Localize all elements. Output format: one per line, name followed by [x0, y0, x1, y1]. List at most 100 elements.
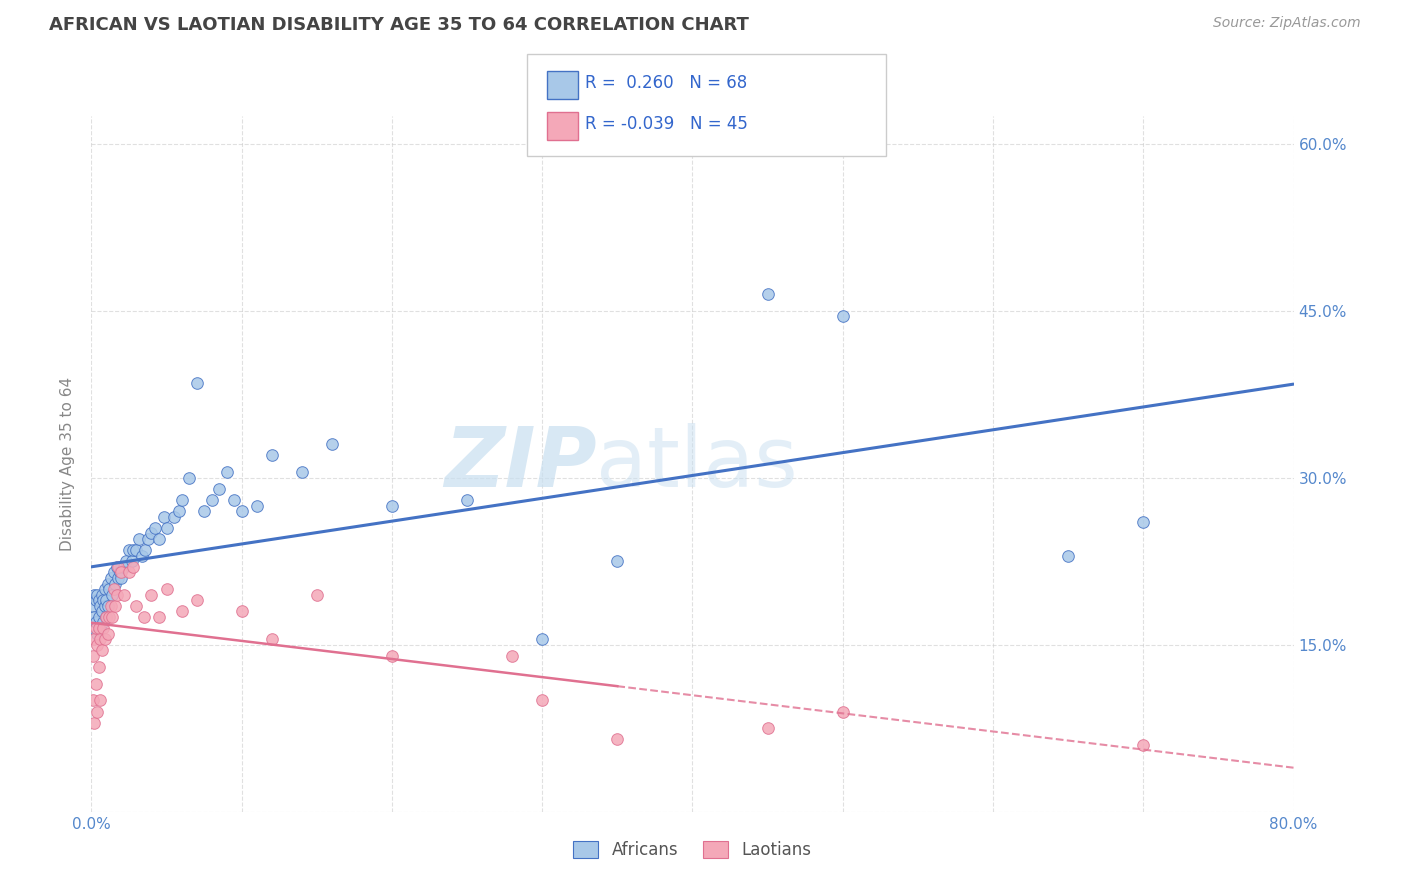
- Point: [83, 715, 105, 730]
- Point: [141, 588, 163, 602]
- Point: [831, 310, 853, 324]
- Point: [103, 566, 125, 580]
- Point: [170, 493, 193, 508]
- Text: ZIP: ZIP: [444, 424, 596, 504]
- Point: [98, 582, 121, 596]
- Point: [260, 449, 283, 463]
- Y-axis label: Disability Age 35 to 64: Disability Age 35 to 64: [60, 376, 76, 551]
- Point: [87, 593, 110, 607]
- Point: [134, 543, 156, 558]
- Point: [93, 621, 115, 635]
- Point: [121, 554, 143, 568]
- Point: [86, 638, 108, 652]
- Point: [224, 493, 246, 508]
- Point: [321, 437, 343, 451]
- Point: [87, 660, 110, 674]
- Point: [381, 499, 404, 513]
- Point: [456, 493, 478, 508]
- Point: [86, 588, 108, 602]
- Point: [152, 509, 174, 524]
- Point: [107, 559, 129, 574]
- Point: [143, 521, 166, 535]
- Point: [90, 643, 112, 657]
- Point: [1057, 549, 1080, 563]
- Point: [114, 588, 136, 602]
- Point: [163, 509, 186, 524]
- Text: R = -0.039   N = 45: R = -0.039 N = 45: [585, 115, 748, 134]
- Point: [89, 599, 111, 613]
- Point: [104, 576, 127, 591]
- Point: [89, 632, 111, 647]
- Point: [193, 504, 215, 518]
- Point: [122, 559, 145, 574]
- Point: [125, 543, 148, 558]
- Point: [94, 632, 117, 647]
- Point: [89, 621, 111, 635]
- Point: [155, 582, 177, 596]
- Point: [606, 554, 628, 568]
- Point: [101, 610, 124, 624]
- Point: [93, 615, 115, 630]
- Point: [103, 582, 125, 596]
- Point: [756, 287, 779, 301]
- Point: [96, 593, 118, 607]
- Point: [93, 593, 115, 607]
- Point: [125, 599, 148, 613]
- Point: [94, 599, 117, 613]
- Point: [82, 648, 104, 663]
- Point: [831, 705, 853, 719]
- Point: [291, 465, 314, 479]
- Point: [201, 493, 224, 508]
- Point: [246, 499, 269, 513]
- Point: [1132, 516, 1154, 530]
- Point: [128, 532, 150, 546]
- Point: [90, 604, 112, 618]
- Point: [132, 610, 155, 624]
- Point: [231, 604, 253, 618]
- Point: [100, 571, 122, 585]
- Point: [105, 588, 128, 602]
- Point: [177, 471, 200, 485]
- Point: [104, 599, 127, 613]
- Point: [83, 632, 105, 647]
- Point: [756, 721, 779, 735]
- Point: [97, 576, 120, 591]
- Point: [84, 621, 107, 635]
- Point: [82, 693, 104, 707]
- Point: [89, 693, 111, 707]
- Point: [155, 521, 177, 535]
- Point: [305, 588, 328, 602]
- Point: [208, 482, 231, 496]
- Point: [531, 632, 554, 647]
- Point: [97, 599, 120, 613]
- Legend: Africans, Laotians: Africans, Laotians: [567, 835, 818, 866]
- Point: [87, 610, 110, 624]
- Point: [84, 676, 107, 690]
- Text: Source: ZipAtlas.com: Source: ZipAtlas.com: [1213, 16, 1361, 30]
- Point: [86, 705, 108, 719]
- Point: [138, 532, 160, 546]
- Point: [118, 543, 141, 558]
- Point: [606, 732, 628, 747]
- Point: [118, 566, 141, 580]
- Point: [108, 566, 131, 580]
- Text: AFRICAN VS LAOTIAN DISABILITY AGE 35 TO 64 CORRELATION CHART: AFRICAN VS LAOTIAN DISABILITY AGE 35 TO …: [49, 16, 749, 34]
- Point: [90, 588, 112, 602]
- Point: [186, 593, 208, 607]
- Point: [101, 588, 124, 602]
- Point: [141, 526, 163, 541]
- Point: [100, 599, 122, 613]
- Point: [98, 610, 121, 624]
- Point: [231, 504, 253, 518]
- Point: [96, 610, 118, 624]
- Point: [122, 543, 145, 558]
- Point: [84, 615, 107, 630]
- Point: [87, 621, 110, 635]
- Point: [86, 626, 108, 640]
- Point: [83, 588, 105, 602]
- Point: [82, 599, 104, 613]
- Text: atlas: atlas: [596, 424, 799, 504]
- Point: [148, 610, 170, 624]
- Point: [110, 571, 132, 585]
- Point: [381, 648, 404, 663]
